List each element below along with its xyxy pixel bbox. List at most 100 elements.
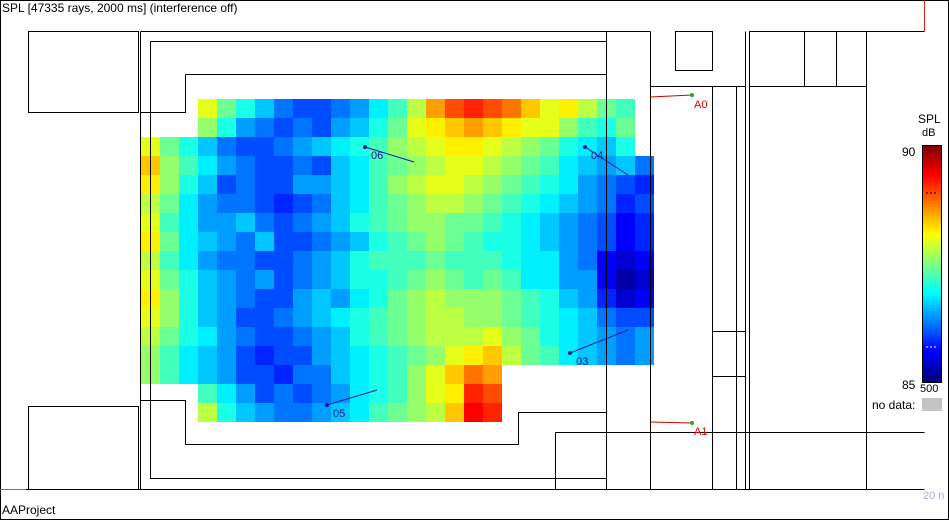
wall-corridor-mid [712,331,746,377]
heatmap-cell [540,308,559,327]
legend-frequency-label: 500 [920,383,939,395]
heatmap-cell [274,99,293,118]
colorbar-step [922,337,941,342]
heatmap-cell [388,194,407,213]
heatmap-cell [179,213,198,232]
source-dot[interactable] [690,93,694,97]
heatmap-cell [426,403,445,422]
heatmap-cell [293,403,312,422]
heatmap-cell [198,365,217,384]
heatmap-cell [312,289,331,308]
heatmap-cell [540,251,559,270]
heatmap-cell [217,365,236,384]
colorbar-step [922,316,941,321]
heatmap-cell [635,270,654,289]
heatmap-cell [198,308,217,327]
heatmap-cell [160,346,179,365]
heatmap-cell [312,384,331,403]
colorbar-step [922,192,941,196]
colorbar-step [922,299,941,303]
colorbar-step [922,296,941,300]
heatmap-cell [388,346,407,365]
heatmap-cell [293,384,312,403]
source-direction-line [649,94,693,98]
heatmap-cell [217,289,236,308]
heatmap-cell [331,403,350,422]
colorbar-step [922,257,941,262]
heatmap-cell [445,308,464,327]
heatmap-cell [198,403,217,422]
heatmap-cell [274,137,293,156]
source-dot[interactable] [690,421,694,425]
heatmap-cell [293,251,312,270]
heatmap-cell [236,384,255,403]
colorbar-step [922,145,941,149]
heatmap-cell [445,270,464,289]
heatmap-cell [293,270,312,289]
source-label: A0 [694,99,707,111]
heatmap-cell [559,251,578,270]
receiver-dot[interactable] [325,403,329,407]
heatmap-cell [388,251,407,270]
heatmap-cell [635,308,654,327]
receiver-label: 06 [371,150,383,162]
heatmap-cell [350,156,369,175]
colorbar-step [922,331,941,336]
heatmap-cell [198,289,217,308]
heatmap-cell [331,365,350,384]
heatmap-cell [236,251,255,270]
heatmap-cell [217,118,236,137]
colorbar-step [922,340,941,345]
heatmap-cell [255,346,274,365]
heatmap-cell [388,384,407,403]
receiver-dot[interactable] [568,351,572,355]
heatmap-cell [407,308,426,327]
heatmap-cell [483,289,502,308]
heatmap-cell [179,365,198,384]
heatmap-cell [578,156,597,175]
heatmap-cell [464,175,483,194]
heatmap-cell [217,384,236,403]
colorbar-step [922,278,941,282]
heatmap-cell [350,384,369,403]
heatmap-cell [198,156,217,175]
colorbar-step [922,219,941,223]
heatmap-cell [369,308,388,327]
heatmap-cell [388,137,407,156]
heatmap-cell [578,289,597,308]
heatmap-cell [521,213,540,232]
colorbar-step [922,216,941,220]
receiver-dot[interactable] [583,145,587,149]
heatmap-cell [445,289,464,308]
receiver-direction-line [326,389,378,406]
heatmap-cell [293,308,312,327]
heatmap-cell [293,327,312,346]
heatmap-cell [502,308,521,327]
heatmap-cell [198,99,217,118]
colorbar-step [922,201,941,205]
heatmap-cell [255,232,274,251]
heatmap-cell [274,384,293,403]
colorbar-step [922,150,941,155]
colorbar-step [922,352,941,356]
heatmap-cell [331,308,350,327]
receiver-label: 03 [576,356,588,368]
heatmap-cell [616,213,635,232]
heatmap-cell [255,175,274,194]
heatmap-cell [255,118,274,137]
heatmap-cell [198,251,217,270]
heatmap-cell [502,270,521,289]
receiver-dot[interactable] [363,145,367,149]
heatmap-cell [255,327,274,346]
project-name: AAProject [2,503,56,517]
receiver-direction-line [364,146,415,163]
heatmap-cell [521,156,540,175]
heatmap-cell [521,308,540,327]
receiver-label: 04 [591,150,603,162]
heatmap-cell [160,251,179,270]
heatmap-cell [445,137,464,156]
heatmap-cell [217,403,236,422]
colorbar-step [922,213,941,217]
heatmap-cell [350,175,369,194]
